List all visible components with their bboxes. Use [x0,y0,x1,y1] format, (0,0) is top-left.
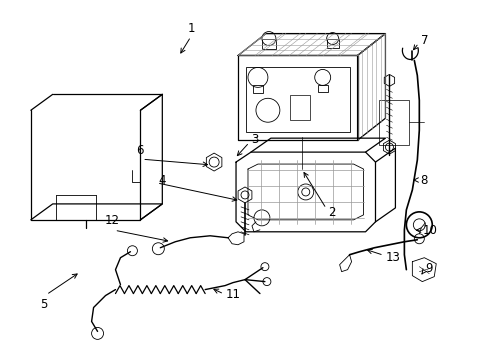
Text: 9: 9 [425,262,432,275]
Bar [289,95,309,120]
Text: 10: 10 [422,224,436,237]
Text: 11: 11 [225,288,241,301]
Bar [317,85,327,92]
Bar [252,85,263,93]
Bar [326,39,338,48]
Text: 12: 12 [104,214,119,227]
Bar [262,39,275,49]
Text: 5: 5 [40,298,47,311]
Text: 1: 1 [188,22,195,35]
Text: 3: 3 [250,133,258,146]
Bar [245,67,349,132]
Text: 7: 7 [420,34,427,48]
Text: 13: 13 [385,251,400,264]
Text: 4: 4 [159,174,166,186]
Bar [379,100,408,145]
Text: 8: 8 [419,174,427,186]
Text: 6: 6 [136,144,143,157]
Text: 2: 2 [327,206,335,219]
